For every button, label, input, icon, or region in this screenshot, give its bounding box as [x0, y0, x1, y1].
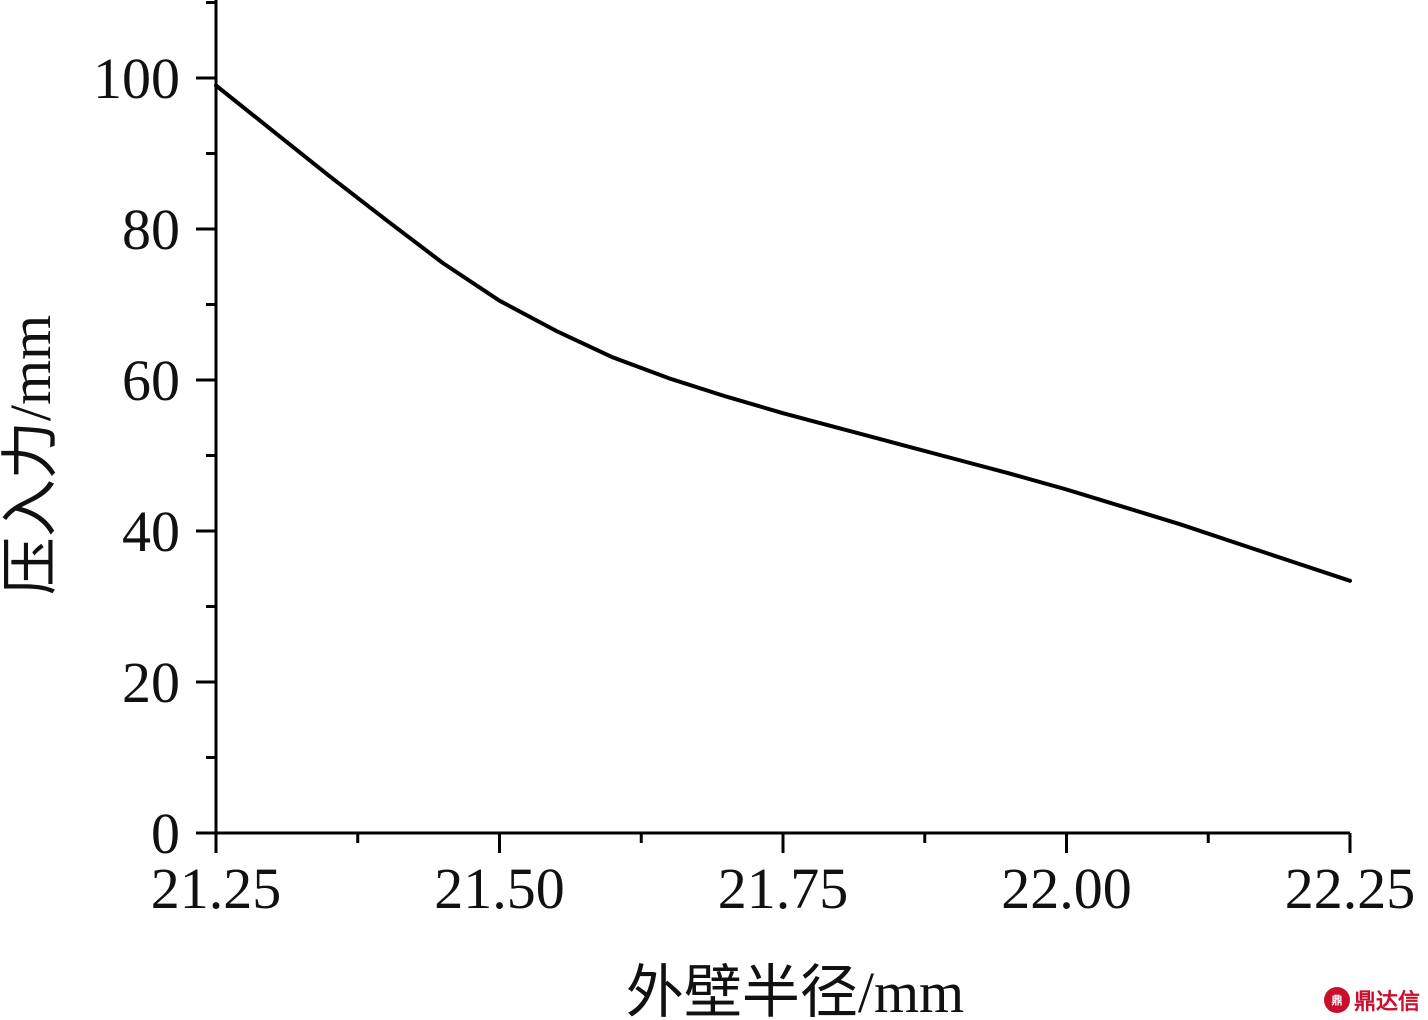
x-tick-label: 22.25	[1285, 856, 1416, 921]
y-tick-label: 20	[122, 650, 180, 715]
y-tick-label: 0	[151, 801, 180, 866]
dingdaxin-logo-icon: 鼎	[1323, 987, 1350, 1013]
watermark-text: 鼎达信	[1353, 990, 1420, 1015]
y-tick-label: 60	[122, 348, 180, 413]
x-tick-label: 21.50	[434, 856, 565, 921]
x-tick-label: 21.25	[151, 856, 282, 921]
x-tick-label: 22.00	[1001, 856, 1132, 921]
series-group	[214, 83, 1352, 583]
x-ticks: 21.25 21.50 21.75 22.00 22.25	[151, 833, 1416, 921]
y-axis-title: 压入力/mm	[0, 315, 63, 595]
y-tick-label: 80	[122, 197, 180, 262]
y-ticks: 0 20 40 60 80 100	[93, 1, 216, 866]
y-tick-label: 100	[93, 46, 180, 111]
x-tick-label: 21.75	[718, 856, 849, 921]
axes	[196, 0, 1350, 835]
series-line	[214, 83, 1352, 583]
x-axis-title: 外壁半径/mm	[626, 960, 964, 1020]
watermark: 鼎 鼎达信	[1323, 984, 1420, 1016]
y-tick-label: 40	[122, 499, 180, 564]
